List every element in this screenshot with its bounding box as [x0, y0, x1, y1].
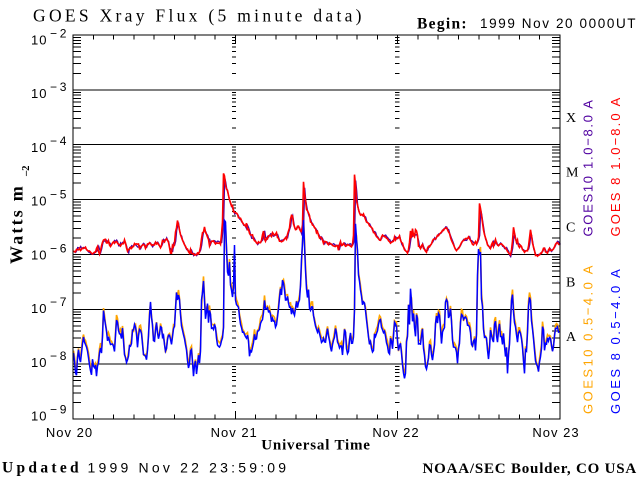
svg-text:1999 Nov 20 0000UT: 1999 Nov 20 0000UT	[480, 16, 637, 31]
svg-text:10: 10	[31, 140, 47, 155]
svg-text:10: 10	[31, 355, 47, 370]
svg-text:Watts m: Watts m	[7, 184, 27, 264]
svg-text:−9: −9	[50, 403, 69, 417]
svg-text:M: M	[566, 166, 579, 181]
svg-text:Updated: Updated	[2, 460, 82, 477]
svg-text:−3: −3	[50, 80, 69, 94]
svg-text:−5: −5	[50, 188, 69, 202]
svg-text:A: A	[566, 330, 577, 345]
svg-text:10: 10	[31, 301, 47, 316]
svg-text:Nov 20: Nov 20	[46, 425, 93, 440]
svg-text:−4: −4	[50, 134, 69, 148]
svg-text:GOES Xray Flux (5 minute data): GOES Xray Flux (5 minute data)	[33, 6, 365, 26]
svg-text:Nov 21: Nov 21	[211, 425, 258, 440]
svg-text:Begin:: Begin:	[417, 16, 468, 33]
svg-text:10: 10	[31, 409, 47, 424]
svg-text:C: C	[566, 221, 575, 236]
svg-text:GOES10 0.5−4.0 A: GOES10 0.5−4.0 A	[581, 263, 596, 414]
svg-text:Universal Time: Universal Time	[261, 438, 370, 454]
svg-text:10: 10	[31, 33, 47, 48]
svg-text:B: B	[566, 275, 575, 290]
svg-text:10: 10	[31, 194, 47, 209]
svg-text:−8: −8	[50, 349, 69, 363]
svg-text:−2: −2	[50, 27, 69, 41]
svg-text:−6: −6	[50, 241, 69, 255]
svg-text:GOES10 1.0−8.0 A: GOES10 1.0−8.0 A	[581, 98, 596, 236]
svg-text:10: 10	[31, 86, 47, 101]
svg-text:Nov 22: Nov 22	[372, 425, 419, 440]
svg-text:1999 Nov 22 23:59:09: 1999 Nov 22 23:59:09	[88, 460, 290, 476]
svg-text:NOAA/SEC Boulder, CO USA: NOAA/SEC Boulder, CO USA	[422, 461, 637, 477]
svg-text:GOES 8 0.5−4.0 A: GOES 8 0.5−4.0 A	[608, 267, 623, 414]
svg-text:10: 10	[31, 247, 47, 262]
svg-text:GOES 8 1.0−8.0 A: GOES 8 1.0−8.0 A	[608, 96, 623, 237]
svg-text:−7: −7	[50, 295, 69, 309]
svg-text:–2: –2	[21, 166, 32, 178]
svg-text:X: X	[566, 111, 576, 126]
svg-text:Nov 23: Nov 23	[532, 425, 579, 440]
